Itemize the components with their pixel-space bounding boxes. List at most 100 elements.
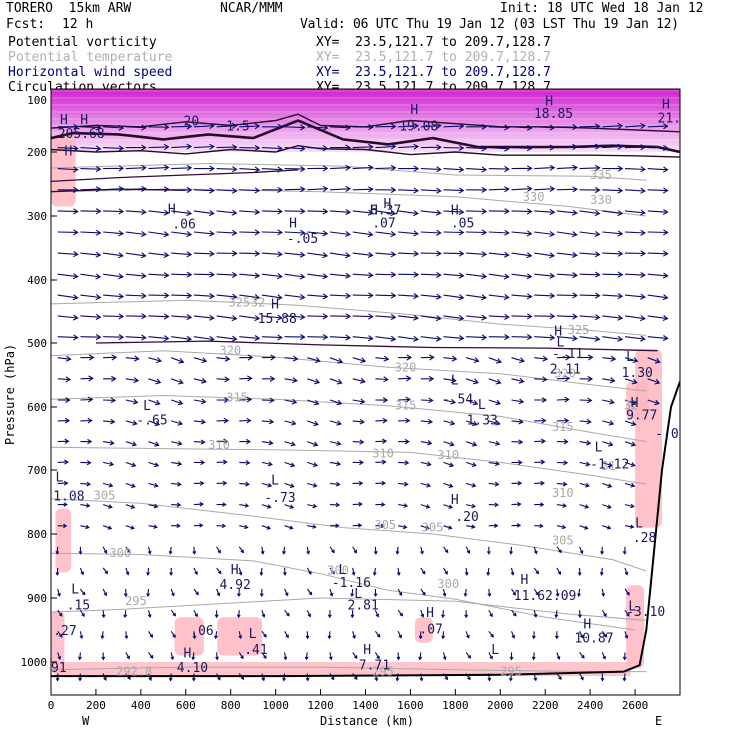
wind-vector (192, 631, 197, 640)
wind-vector (420, 144, 442, 151)
wind-vector (216, 250, 238, 257)
wind-vector (534, 208, 556, 216)
wind-vector (443, 546, 449, 554)
wind-vector (261, 166, 283, 173)
wind-vector (624, 122, 646, 129)
field-annotation: H (64, 145, 72, 160)
wind-vector (284, 251, 306, 258)
wind-vector (79, 631, 84, 640)
wind-vector (488, 440, 501, 446)
isentrope-label: 305 (552, 533, 574, 547)
wind-vector (511, 145, 533, 152)
field-annotation: 20 (184, 115, 200, 130)
tropopause-pv-line (51, 119, 680, 154)
wind-vector (352, 272, 374, 279)
wind-vector (622, 546, 627, 555)
isentrope-label: 315 (552, 420, 574, 434)
wind-vector (465, 378, 479, 385)
wind-vector (352, 251, 374, 259)
wind-vector (148, 231, 170, 238)
field-annotation: L (354, 587, 362, 602)
wind-vector (624, 503, 635, 509)
wind-vector (168, 546, 173, 555)
east-label: E (655, 714, 662, 728)
wind-vector (329, 208, 352, 216)
terrain-line (51, 381, 680, 678)
wind-vector (443, 461, 455, 468)
field-annotation: 7.71 (359, 659, 390, 674)
wind-vector (602, 504, 612, 509)
wind-vector (239, 481, 250, 487)
wind-vector (420, 461, 432, 467)
y-tick-label: 1000 (21, 656, 48, 669)
wind-vector (556, 460, 569, 466)
wind-vector (647, 250, 669, 257)
wind-vector (239, 208, 261, 215)
wind-vector (216, 567, 222, 575)
wind-vector (602, 230, 624, 237)
wind-vector (511, 480, 523, 486)
wind-vector (533, 567, 540, 575)
wind-vector (305, 673, 310, 682)
wind-vector (375, 459, 387, 465)
wind-vector (624, 399, 638, 406)
wind-vector (556, 567, 561, 575)
wind-vector (102, 546, 108, 554)
wind-vector (102, 504, 113, 509)
wind-vector (602, 398, 615, 405)
wind-vector (511, 459, 523, 466)
field-name-pv: Potential vorticity (8, 35, 157, 50)
wind-vector (216, 417, 229, 424)
wind-vector (624, 335, 646, 342)
field-annotation: .41 (244, 643, 267, 658)
wind-vector (57, 417, 71, 424)
wind-vector (284, 461, 296, 468)
wind-vector (284, 313, 306, 320)
wind-vector (102, 567, 109, 575)
wind-vector (352, 523, 363, 528)
pv-shade-patch (626, 585, 645, 669)
wind-vector (534, 459, 546, 465)
wind-vector (420, 546, 424, 555)
wind-vector (239, 396, 253, 403)
field-annotation: L (595, 441, 603, 456)
wind-vector (239, 294, 261, 301)
wind-vector (418, 631, 423, 640)
wind-vector (579, 230, 601, 238)
wind-vector (420, 525, 430, 530)
wind-vector (602, 143, 624, 150)
wind-vector (237, 588, 241, 598)
wind-vector (647, 378, 661, 385)
wind-vector (193, 314, 215, 321)
wind-vector (103, 440, 115, 446)
wind-vector (284, 631, 289, 639)
x-tick-label: 600 (176, 699, 196, 712)
wind-vector (193, 459, 206, 466)
wind-vector (510, 567, 515, 576)
wind-vector (307, 524, 317, 529)
isentrope-label: 320 (554, 367, 576, 381)
wind-vector (465, 357, 480, 364)
wind-vector (443, 250, 465, 257)
wind-vector (193, 230, 215, 237)
wind-vector (443, 567, 448, 575)
wind-vector (533, 610, 538, 618)
wind-vector (329, 124, 352, 131)
wind-vector (647, 208, 669, 215)
wind-vector (216, 293, 238, 300)
wind-vector (216, 229, 238, 236)
wind-vector (624, 187, 646, 194)
wind-vector (329, 252, 351, 259)
wind-vector (488, 186, 510, 193)
wind-vector (80, 124, 102, 131)
wind-vector (509, 652, 514, 661)
wind-vector (488, 313, 510, 320)
wind-vector (125, 292, 147, 299)
wind-vector (103, 185, 125, 192)
wind-vector (443, 229, 465, 236)
header-valid: Valid: 06 UTC Thu 19 Jan 12 (03 LST Thu … (300, 17, 679, 32)
wind-vector (171, 335, 193, 342)
wind-vector (418, 652, 423, 661)
wind-vector (488, 208, 510, 215)
field-annotation: H (554, 324, 562, 339)
